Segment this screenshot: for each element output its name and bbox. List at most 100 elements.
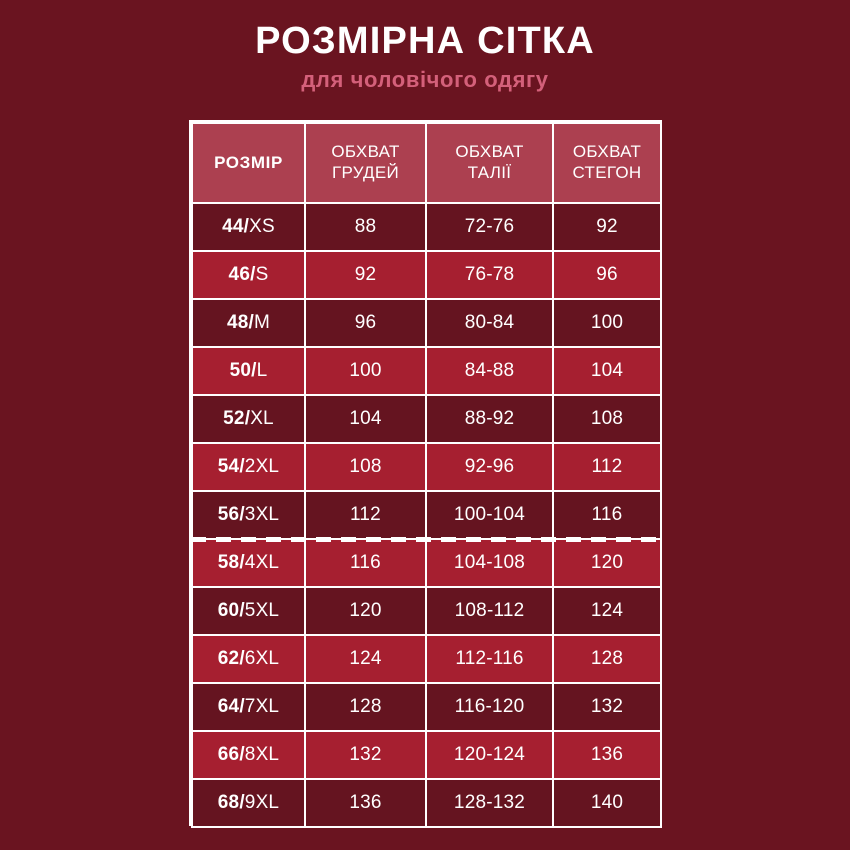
size-letter: 9XL [244,792,280,813]
cell-chest: 96 [304,298,427,348]
size-number: 58 [217,552,240,573]
size-letter: XS [249,216,275,237]
cell-hips: 116 [552,490,662,540]
size-divider: / [239,696,245,717]
table-header-row: РОЗМІР ОБХВАТ ГРУДЕЙ ОБХВАТ ТАЛІЇ ОБХВАТ… [191,122,662,204]
table-row: 58/4XL 116 104-108 120 [191,538,662,588]
size-letter: L [256,360,268,381]
column-header-chest-line2: ГРУДЕЙ [331,163,400,182]
table-row: 54/2XL 108 92-96 112 [191,442,662,492]
cell-chest: 132 [304,730,427,780]
column-header-waist: ОБХВАТ ТАЛІЇ [425,122,554,204]
table-row: 68/9XL 136 128-132 140 [191,778,662,828]
table-row: 52/XL 104 88-92 108 [191,394,662,444]
size-divider: / [244,408,251,429]
size-divider: / [243,216,250,237]
cell-waist: 112-116 [425,634,554,684]
size-letter: S [255,264,269,285]
size-number: 52 [223,408,245,429]
size-number: 44 [222,216,244,237]
table-row: 56/3XL 112 100-104 116 [191,490,662,540]
cell-size: 50/L [191,346,306,396]
cell-waist: 88-92 [425,394,554,444]
size-letter: 5XL [244,600,280,621]
cell-size: 44/XS [191,202,306,252]
column-header-size: РОЗМІР [191,122,306,204]
column-header-hips-line1: ОБХВАТ [572,142,642,162]
cell-chest: 116 [304,538,427,588]
size-number: 50 [229,360,252,381]
cell-hips: 100 [552,298,662,348]
table-row: 48/M 96 80-84 100 [191,298,662,348]
size-divider: / [239,600,245,621]
cell-waist: 92-96 [425,442,554,492]
cell-waist: 120-124 [425,730,554,780]
size-divider: / [239,648,245,669]
cell-size: 54/2XL [191,442,306,492]
cell-hips: 124 [552,586,662,636]
page-subtitle: для чоловічого одягу [301,66,549,92]
cell-waist: 80-84 [425,298,554,348]
size-number: 46 [228,264,251,285]
cell-waist: 72-76 [425,202,554,252]
cell-waist: 76-78 [425,250,554,300]
size-divider: / [239,552,245,573]
cell-size: 56/3XL [191,490,306,540]
cell-chest: 112 [304,490,427,540]
cell-chest: 124 [304,634,427,684]
cell-hips: 104 [552,346,662,396]
cell-hips: 136 [552,730,662,780]
table-row: 50/L 100 84-88 104 [191,346,662,396]
size-number: 68 [217,792,240,813]
size-letter: 6XL [244,648,280,669]
cell-hips: 132 [552,682,662,732]
size-divider: / [239,792,245,813]
column-header-waist-line2: ТАЛІЇ [467,163,512,182]
size-number: 62 [217,648,240,669]
table-row: 64/7XL 128 116-120 132 [191,682,662,732]
size-letter: 7XL [244,696,280,717]
column-header-waist-line1: ОБХВАТ [455,142,524,162]
size-number: 64 [217,696,240,717]
column-header-hips: ОБХВАТ СТЕГОН [552,122,662,204]
size-number: 60 [217,600,240,621]
cell-size: 68/9XL [191,778,306,828]
size-letter: 8XL [244,744,280,765]
size-number: 66 [217,744,240,765]
cell-waist: 100-104 [425,490,554,540]
size-divider: / [251,360,257,381]
size-number: 48 [226,312,249,333]
size-letter: 3XL [244,504,280,525]
table-body: 44/XS 88 72-76 92 46/S 92 76-78 96 48/M 96 80-84 10… [191,202,662,828]
cell-hips: 128 [552,634,662,684]
size-number: 54 [217,456,240,477]
size-divider: / [248,312,254,333]
cell-waist: 84-88 [425,346,554,396]
table-row: 62/6XL 124 112-116 128 [191,634,662,684]
cell-chest: 100 [304,346,427,396]
column-header-hips-line2: СТЕГОН [572,163,642,182]
cell-hips: 92 [552,202,662,252]
cell-chest: 88 [304,202,427,252]
cell-chest: 120 [304,586,427,636]
cell-size: 62/6XL [191,634,306,684]
cell-hips: 120 [552,538,662,588]
column-header-size-line1: РОЗМІР [214,152,283,172]
table-row: 66/8XL 132 120-124 136 [191,730,662,780]
size-letter: M [254,312,271,333]
table-row: 60/5XL 120 108-112 124 [191,586,662,636]
cell-chest: 136 [304,778,427,828]
page-title: РОЗМІРНА СІТКА [255,20,595,62]
size-letter: 2XL [244,456,280,477]
size-letter: 4XL [244,552,280,573]
cell-chest: 108 [304,442,427,492]
size-table: РОЗМІР ОБХВАТ ГРУДЕЙ ОБХВАТ ТАЛІЇ ОБХВАТ… [191,122,662,828]
cell-size: 46/S [191,250,306,300]
cell-waist: 116-120 [425,682,554,732]
cell-hips: 108 [552,394,662,444]
column-header-chest: ОБХВАТ ГРУДЕЙ [304,122,427,204]
cell-size: 52/XL [191,394,306,444]
size-divider: / [250,264,256,285]
cell-hips: 112 [552,442,662,492]
